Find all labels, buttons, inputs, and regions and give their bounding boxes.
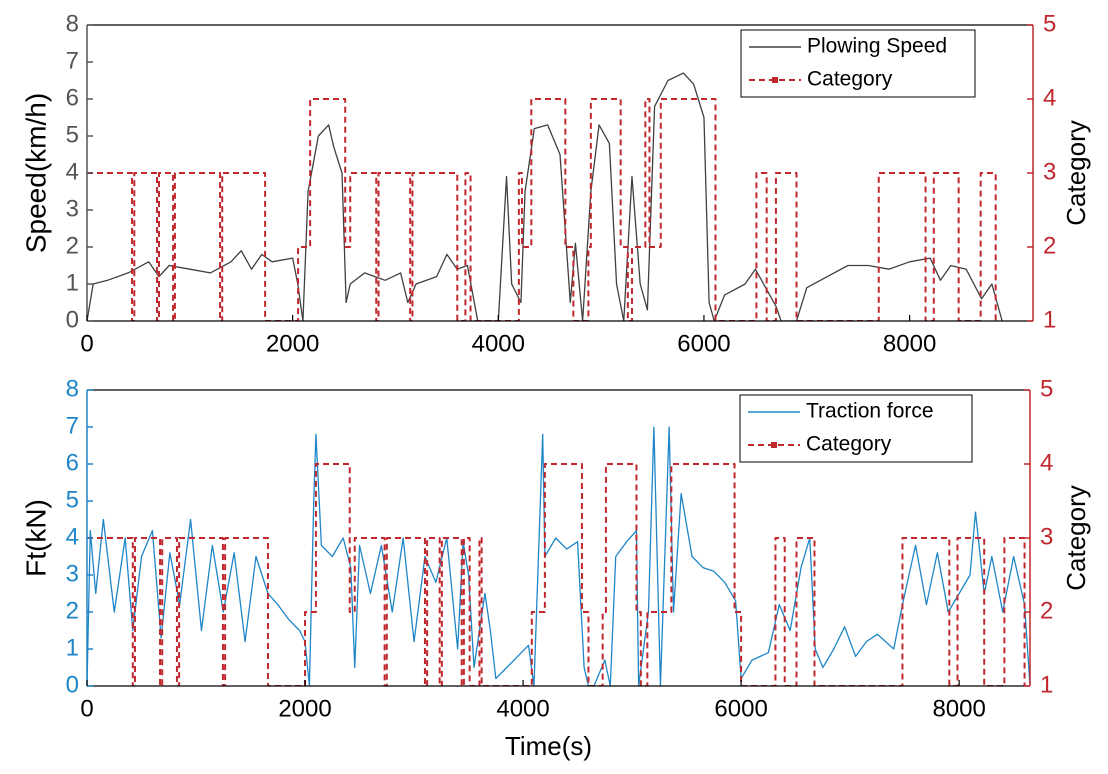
y2-axis-label: Category	[1061, 120, 1091, 226]
legend-label: Plowing Speed	[807, 35, 947, 58]
x-tick-label: 4000	[496, 695, 549, 722]
x-tick-label: 2000	[278, 695, 331, 722]
y-tick-label: 2	[66, 232, 79, 259]
x-tick-label: 6000	[677, 330, 730, 357]
legend-label: Category	[806, 433, 892, 456]
y-tick-label: 3	[66, 195, 79, 222]
y-tick-label: 5	[66, 486, 79, 513]
y2-axis-label: Category	[1061, 485, 1091, 591]
y-tick-label: 1	[66, 634, 79, 661]
plot-area	[87, 72, 1003, 321]
x-tick-label: 6000	[714, 695, 767, 722]
x-tick-label: 8000	[932, 695, 985, 722]
y-tick-label: 2	[66, 597, 79, 624]
y2-tick-label: 2	[1043, 232, 1056, 259]
y-axis-label: Speed(km/h)	[20, 93, 51, 253]
y-tick-label: 1	[66, 269, 79, 296]
y-tick-label: 6	[66, 449, 79, 476]
y-tick-label: 7	[66, 47, 79, 74]
x-tick-label: 2000	[266, 330, 319, 357]
y-axis-label: Ft(kN)	[20, 499, 51, 577]
y-tick-label: 8	[66, 375, 79, 402]
y-tick-label: 5	[66, 121, 79, 148]
legend-label: Category	[807, 68, 893, 91]
y-tick-label: 0	[66, 671, 79, 698]
data-line	[87, 426, 1030, 686]
legend-marker	[771, 442, 777, 448]
legend-marker	[772, 77, 778, 83]
x-tick-label: 8000	[883, 330, 936, 357]
y2-tick-label: 2	[1040, 597, 1053, 624]
y-tick-label: 6	[66, 84, 79, 111]
legend-box	[739, 394, 973, 463]
y-tick-label: 4	[66, 523, 79, 550]
y-tick-label: 4	[66, 158, 79, 185]
plot-area	[87, 426, 1030, 686]
category-line	[87, 463, 1026, 686]
legend-label: Traction force	[806, 400, 934, 423]
y2-tick-label: 3	[1040, 523, 1053, 550]
y-tick-label: 3	[66, 560, 79, 587]
x-tick-label: 0	[80, 695, 93, 722]
y-tick-label: 7	[66, 412, 79, 439]
y2-tick-label: 3	[1043, 158, 1056, 185]
data-line	[87, 72, 1003, 321]
x-tick-label: 4000	[472, 330, 525, 357]
y2-tick-label: 4	[1043, 84, 1056, 111]
y-tick-label: 0	[66, 306, 79, 333]
legend-box	[740, 29, 976, 98]
x-tick-label: 0	[80, 330, 93, 357]
y2-tick-label: 5	[1043, 10, 1056, 37]
x-axis-label: Time(s)	[505, 731, 592, 761]
y2-tick-label: 5	[1040, 375, 1053, 402]
category-line	[87, 98, 997, 321]
y2-tick-label: 4	[1040, 449, 1053, 476]
y-tick-label: 8	[66, 10, 79, 37]
y2-tick-label: 1	[1040, 671, 1053, 698]
y2-tick-label: 1	[1043, 306, 1056, 333]
